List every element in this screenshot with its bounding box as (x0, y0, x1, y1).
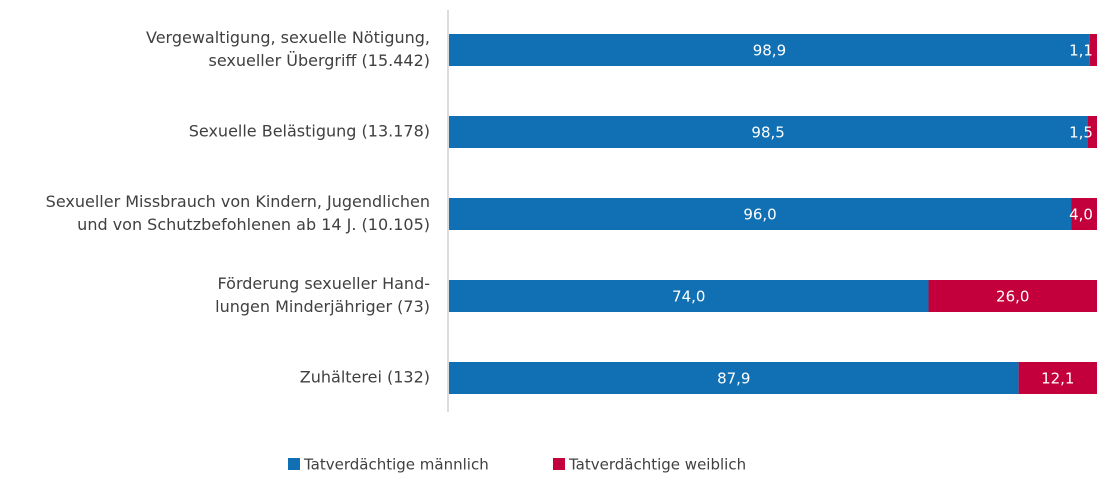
value-label: 74,0 (672, 288, 705, 306)
value-label: 26,0 (996, 288, 1029, 306)
value-label: 4,0 (1069, 206, 1093, 224)
bar-segment (928, 280, 1097, 312)
bar-segment (449, 362, 1019, 394)
bar-segment (449, 198, 1072, 230)
category-label: und von Schutzbefohlenen ab 14 J. (10.10… (77, 215, 430, 234)
legend-swatch (553, 458, 565, 470)
value-label: 96,0 (743, 206, 776, 224)
bar-segment (1018, 362, 1097, 394)
bar-segment (1087, 116, 1097, 148)
category-label: Vergewaltigung, sexuelle Nötigung, (146, 28, 430, 47)
bar-segment (1071, 198, 1097, 230)
bar-segment (1089, 34, 1097, 66)
category-label: lungen Minderjähriger (73) (215, 297, 430, 316)
category-label: Förderung sexueller Hand- (218, 274, 430, 293)
value-label: 98,9 (753, 42, 786, 60)
value-label: 1,5 (1069, 124, 1093, 142)
category-label: Zuhälterei (132) (300, 368, 430, 387)
value-label: 12,1 (1041, 370, 1074, 388)
value-label: 87,9 (717, 370, 750, 388)
legend-label: Tatverdächtige weiblich (568, 456, 746, 474)
category-label: Sexuelle Belästigung (13.178) (189, 122, 430, 141)
value-label: 1,1 (1069, 42, 1093, 60)
bar-segment (449, 116, 1088, 148)
bar-segment (449, 280, 929, 312)
bar-segment (449, 34, 1090, 66)
legend-label: Tatverdächtige männlich (303, 456, 489, 474)
category-label: sexueller Übergriff (15.442) (208, 51, 430, 70)
category-label: Sexueller Missbrauch von Kindern, Jugend… (46, 192, 430, 211)
value-label: 98,5 (751, 124, 784, 142)
legend-swatch (288, 458, 300, 470)
